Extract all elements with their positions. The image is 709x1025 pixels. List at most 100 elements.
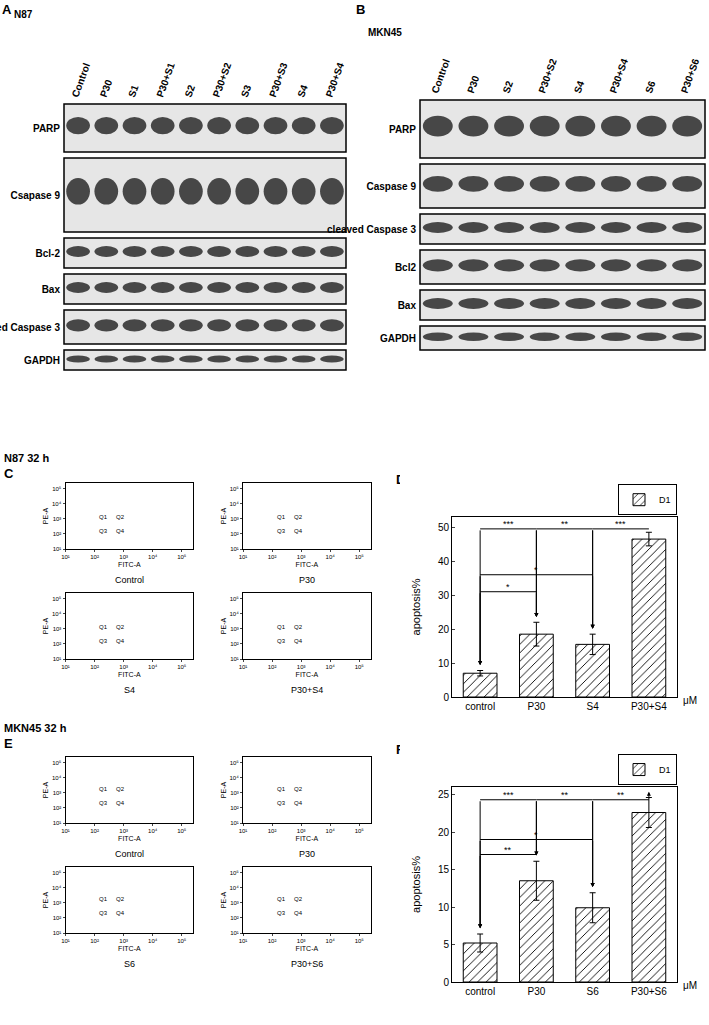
- svg-text:Q2: Q2: [116, 786, 125, 792]
- svg-text:Q2: Q2: [116, 624, 125, 630]
- svg-text:Q1: Q1: [99, 624, 108, 630]
- svg-text:PE-A: PE-A: [42, 618, 49, 635]
- svg-text:apoptosis%: apoptosis%: [410, 578, 422, 635]
- svg-text:10¹: 10¹: [53, 656, 62, 662]
- svg-text:10³: 10³: [119, 938, 128, 944]
- svg-text:10¹: 10¹: [239, 554, 248, 560]
- svg-text:10⁴: 10⁴: [52, 775, 62, 781]
- svg-text:P30+S6: P30+S6: [679, 57, 702, 95]
- svg-text:control: control: [465, 701, 495, 712]
- svg-text:10⁵: 10⁵: [177, 828, 187, 834]
- svg-text:S2: S2: [501, 79, 516, 95]
- svg-text:10⁵: 10⁵: [177, 554, 187, 560]
- svg-text:Q2: Q2: [116, 896, 125, 902]
- svg-text:10³: 10³: [230, 626, 239, 632]
- svg-text:Q1: Q1: [99, 896, 108, 902]
- svg-text:P30: P30: [527, 701, 545, 712]
- svg-text:10⁴: 10⁴: [326, 664, 336, 670]
- svg-text:10⁴: 10⁴: [326, 554, 336, 560]
- svg-text:10⁴: 10⁴: [230, 885, 240, 891]
- svg-text:Q1: Q1: [277, 896, 286, 902]
- svg-text:control: control: [465, 986, 495, 997]
- svg-text:10⁴: 10⁴: [52, 885, 62, 891]
- svg-text:S6: S6: [643, 79, 658, 95]
- svg-text:10³: 10³: [297, 664, 306, 670]
- svg-text:10²: 10²: [230, 805, 239, 811]
- svg-text:FITC-A: FITC-A: [118, 561, 141, 568]
- svg-text:Q3: Q3: [277, 910, 286, 916]
- svg-text:10²: 10²: [230, 641, 239, 647]
- svg-text:**: **: [561, 519, 569, 529]
- svg-text:10²: 10²: [53, 641, 62, 647]
- svg-text:30: 30: [438, 590, 450, 601]
- svg-text:Q2: Q2: [116, 514, 125, 520]
- svg-text:Q3: Q3: [277, 800, 286, 806]
- svg-text:10³: 10³: [297, 554, 306, 560]
- svg-text:PE-A: PE-A: [42, 508, 49, 525]
- svg-text:Q1: Q1: [99, 786, 108, 792]
- svg-text:10²: 10²: [53, 915, 62, 921]
- svg-text:***: ***: [615, 519, 626, 529]
- svg-text:P30+S6: P30+S6: [291, 959, 323, 969]
- svg-text:10⁵: 10⁵: [230, 596, 240, 602]
- svg-text:Csapase 9: Csapase 9: [11, 190, 61, 201]
- svg-text:10³: 10³: [53, 790, 62, 796]
- svg-text:20: 20: [438, 827, 450, 838]
- svg-text:Q4: Q4: [294, 638, 303, 644]
- svg-text:10: 10: [438, 902, 450, 913]
- svg-text:10¹: 10¹: [53, 930, 62, 936]
- svg-text:Bax: Bax: [42, 284, 61, 295]
- svg-text:μM: μM: [683, 980, 697, 991]
- svg-text:10²: 10²: [90, 828, 99, 834]
- svg-text:Q3: Q3: [99, 910, 108, 916]
- svg-text:50: 50: [438, 522, 450, 533]
- svg-text:Q4: Q4: [116, 638, 125, 644]
- svg-text:10¹: 10¹: [230, 656, 239, 662]
- svg-text:10²: 10²: [230, 915, 239, 921]
- svg-text:10⁴: 10⁴: [52, 611, 62, 617]
- svg-text:GAPDH: GAPDH: [380, 333, 416, 344]
- svg-text:PE-A: PE-A: [220, 618, 227, 635]
- svg-text:10¹: 10¹: [61, 938, 70, 944]
- svg-text:Q4: Q4: [294, 800, 303, 806]
- svg-text:Control: Control: [115, 575, 144, 585]
- svg-text:10⁴: 10⁴: [326, 828, 336, 834]
- svg-text:10²: 10²: [90, 664, 99, 670]
- svg-text:10³: 10³: [119, 554, 128, 560]
- svg-text:Control: Control: [115, 849, 144, 859]
- svg-text:10⁴: 10⁴: [230, 775, 240, 781]
- svg-text:S1: S1: [126, 83, 141, 99]
- svg-text:P30+S4: P30+S4: [607, 57, 630, 95]
- svg-text:10⁵: 10⁵: [230, 760, 240, 766]
- svg-text:40: 40: [438, 556, 450, 567]
- svg-text:Caspase 9: Caspase 9: [367, 181, 417, 192]
- svg-text:10³: 10³: [53, 516, 62, 522]
- svg-text:Bcl2: Bcl2: [395, 262, 417, 273]
- svg-text:P30: P30: [527, 986, 545, 997]
- svg-text:PE-A: PE-A: [42, 892, 49, 909]
- svg-text:FITC-A: FITC-A: [118, 945, 141, 952]
- svg-text:10²: 10²: [268, 554, 277, 560]
- svg-text:10³: 10³: [297, 938, 306, 944]
- svg-text:P30: P30: [98, 78, 115, 99]
- svg-text:Q4: Q4: [116, 910, 125, 916]
- svg-text:10³: 10³: [53, 900, 62, 906]
- svg-text:10²: 10²: [53, 805, 62, 811]
- svg-text:10¹: 10¹: [53, 820, 62, 826]
- svg-text:10²: 10²: [90, 554, 99, 560]
- svg-text:P30+S2: P30+S2: [536, 57, 559, 95]
- svg-text:10¹: 10¹: [230, 930, 239, 936]
- svg-text:10¹: 10¹: [239, 664, 248, 670]
- svg-text:15: 15: [438, 864, 450, 875]
- svg-text:FITC-A: FITC-A: [118, 835, 141, 842]
- svg-text:10⁵: 10⁵: [177, 938, 187, 944]
- svg-text:PARP: PARP: [389, 124, 416, 135]
- svg-text:10¹: 10¹: [61, 554, 70, 560]
- svg-text:***: ***: [503, 790, 514, 800]
- svg-text:**: **: [617, 790, 625, 800]
- svg-text:S2: S2: [182, 83, 197, 99]
- svg-text:Q4: Q4: [294, 528, 303, 534]
- svg-text:Q2: Q2: [294, 624, 303, 630]
- svg-text:10⁵: 10⁵: [355, 664, 365, 670]
- svg-text:Q2: Q2: [294, 786, 303, 792]
